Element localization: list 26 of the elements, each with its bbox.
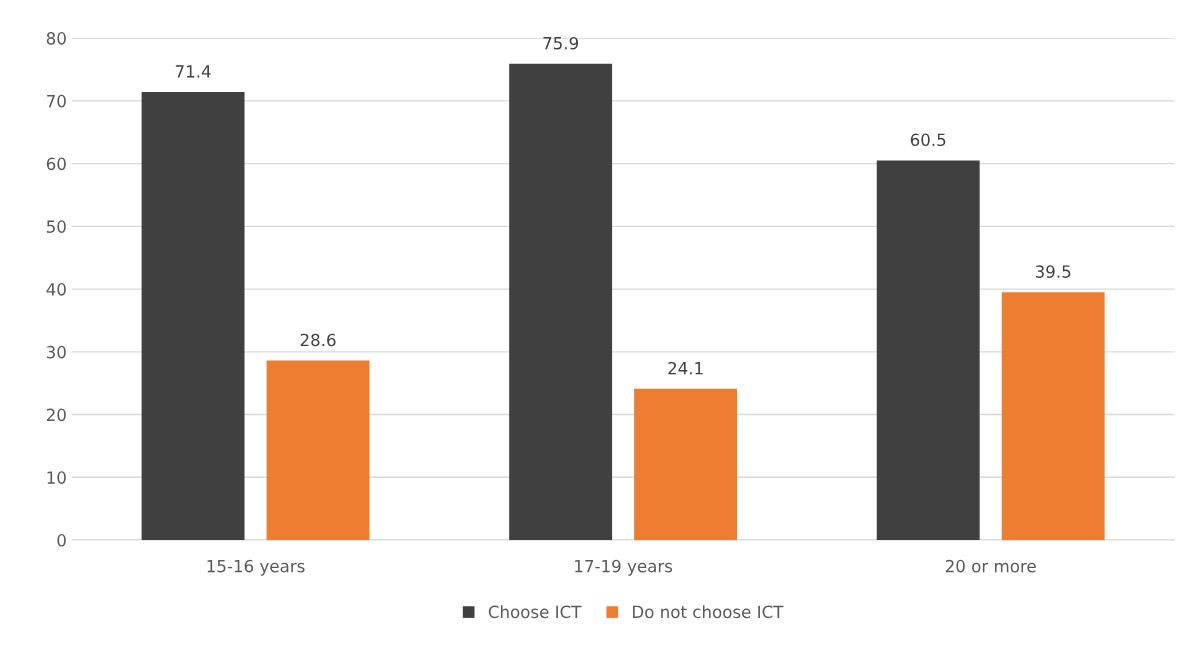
data-label: 75.9	[543, 36, 579, 50]
y-tick-label: 50	[46, 220, 66, 233]
bar	[876, 160, 980, 541]
bar	[634, 388, 738, 541]
x-tick-label: 20 or more	[945, 559, 1036, 573]
y-tick-label: 80	[46, 32, 66, 45]
x-tick-label: 17-19 years	[575, 559, 673, 576]
y-tick-label: 20	[46, 408, 66, 422]
bar	[509, 63, 613, 541]
data-label: 60.5	[910, 133, 946, 147]
y-tick-label: 30	[46, 345, 66, 359]
bar	[141, 92, 245, 541]
data-label: 39.5	[1035, 265, 1071, 278]
data-label: 71.4	[175, 65, 211, 78]
y-tick-label: 70	[47, 94, 66, 108]
y-tick-label: 40	[46, 283, 66, 296]
bar	[1001, 292, 1105, 541]
x-tick-label: 15-16 years	[207, 559, 305, 576]
legend-label: Do not choose ICT	[633, 605, 784, 619]
data-label: 28.6	[300, 333, 336, 347]
legend-label: Choose ICT	[488, 605, 582, 619]
data-label: 24.1	[668, 361, 703, 375]
y-tick-label: 0	[57, 534, 66, 547]
y-tick-label: 10	[47, 471, 66, 484]
y-tick-label: 60	[46, 157, 66, 171]
bar	[266, 360, 370, 541]
